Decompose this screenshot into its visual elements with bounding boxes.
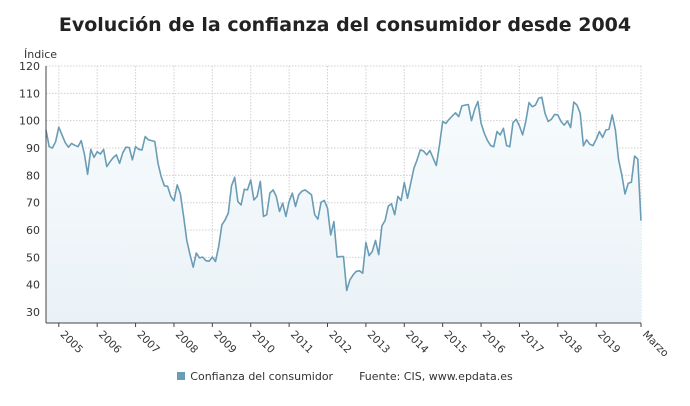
x-tick-label: 2013	[365, 329, 392, 356]
x-tick-label: Marzo	[640, 329, 671, 360]
x-tick-label: 2019	[595, 329, 622, 356]
y-tick-label: 110	[19, 87, 40, 100]
x-tick-label: 2007	[134, 329, 161, 356]
chart-title: Evolución de la confianza del consumidor…	[58, 14, 632, 36]
x-tick-label: 2011	[288, 329, 315, 356]
x-tick-label: 2017	[518, 329, 545, 356]
x-tick-label: 2015	[442, 329, 469, 356]
legend-label[interactable]: Confianza del consumidor	[190, 370, 334, 383]
y-tick-label: 100	[19, 115, 40, 128]
source-note: Fuente: CIS, www.epdata.es	[359, 370, 513, 383]
x-tick-label: 2012	[326, 329, 353, 356]
x-tick-label: 2006	[96, 329, 124, 357]
x-tick-label: 2010	[250, 329, 277, 356]
y-tick-label: 70	[26, 197, 40, 210]
y-tick-label: 30	[26, 306, 40, 319]
x-tick-label: 2016	[480, 329, 508, 357]
series-line	[45, 96, 642, 292]
y-tick-label: 50	[26, 251, 40, 264]
x-tick-label: 2018	[557, 329, 584, 356]
x-tick-label: 2009	[211, 329, 238, 356]
y-tick-label: 120	[19, 60, 40, 73]
y-tick-label: 60	[26, 224, 40, 237]
legend: Confianza del consumidor Fuente: CIS, www…	[0, 370, 690, 383]
x-tick-label: 2005	[58, 329, 85, 356]
x-tick-label: 2014	[403, 329, 431, 357]
data-points	[45, 97, 642, 291]
legend-swatch	[177, 372, 186, 380]
y-tick-label: 40	[26, 279, 40, 292]
y-tick-label: 80	[26, 169, 40, 182]
y-axis-label: Índice	[24, 48, 57, 61]
series-area	[46, 97, 641, 323]
y-tick-label: 90	[26, 142, 40, 155]
x-tick-label: 2008	[173, 329, 200, 356]
